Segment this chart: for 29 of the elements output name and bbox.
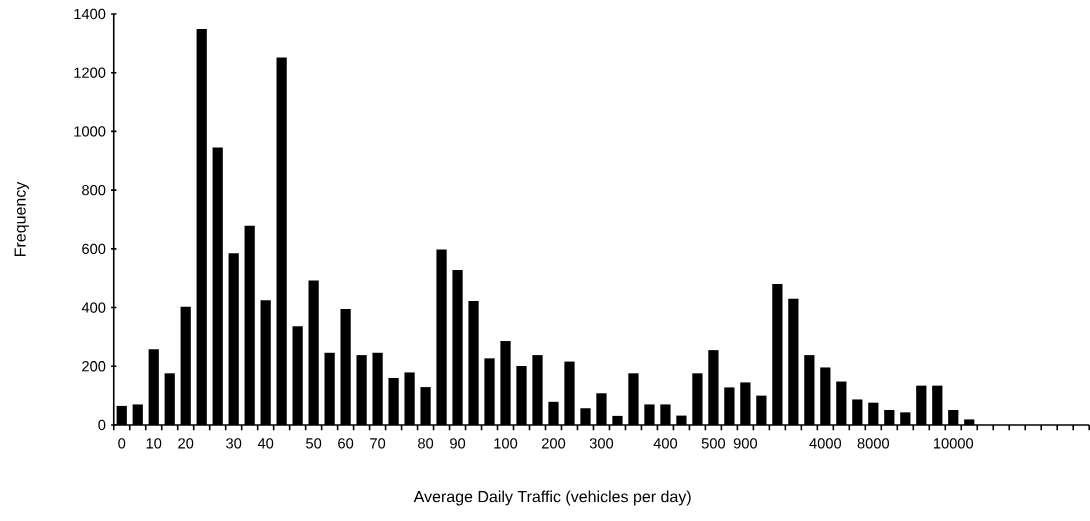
x-tick-label: 900 — [733, 438, 758, 449]
x-tick-label: 200 — [541, 438, 566, 449]
y-axis-title: Frequency — [14, 181, 29, 256]
x-tick-label: 50 — [306, 438, 322, 449]
x-tick-label: 90 — [450, 438, 466, 449]
x-tick-label: 10 — [146, 438, 162, 449]
y-tick-label: 1200 — [74, 67, 106, 78]
y-tick-label: 400 — [81, 302, 106, 313]
x-tick-label: 0 — [118, 438, 126, 449]
y-tick-label: 800 — [82, 184, 106, 196]
x-axis-title: Average Daily Traffic (vehicles per day) — [413, 490, 691, 506]
x-tick-label: 400 — [653, 438, 678, 449]
x-tick-label: 80 — [418, 438, 434, 449]
y-tick-label: 0 — [98, 419, 106, 431]
x-tick-label: 300 — [589, 438, 614, 449]
x-tick-label: 10000 — [933, 438, 974, 449]
y-tick-label: 200 — [82, 361, 106, 372]
x-tick-label: 40 — [257, 438, 274, 449]
x-tick-label: 60 — [338, 438, 354, 449]
x-tick-label: 100 — [494, 438, 518, 449]
y-tick-label: 1000 — [74, 126, 106, 137]
x-tick-label: 4000 — [809, 438, 842, 449]
y-tick-label: 1400 — [74, 8, 106, 20]
x-tick-label: 8000 — [857, 438, 890, 449]
y-tick-label: 600 — [82, 243, 106, 255]
x-tick-label: 20 — [178, 438, 194, 449]
x-tick-label: 30 — [226, 438, 242, 449]
x-tick-label: 70 — [370, 438, 386, 449]
x-tick-label: 500 — [701, 438, 726, 449]
